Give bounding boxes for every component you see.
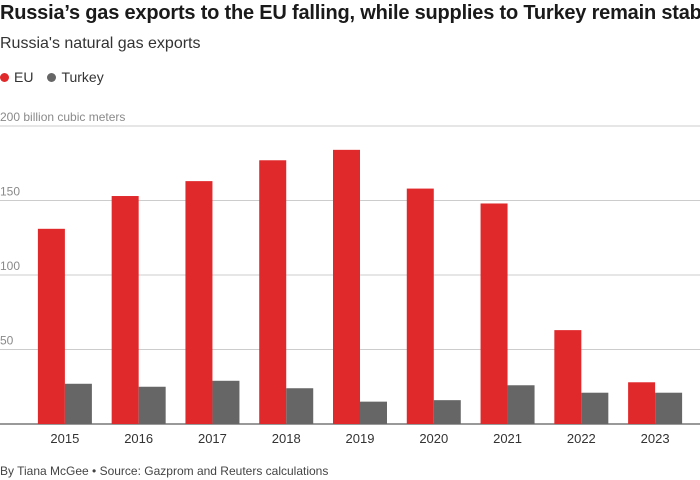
bar-eu-2016 [111, 196, 139, 424]
legend: EU Turkey [0, 69, 104, 85]
legend-label-eu: EU [14, 69, 34, 85]
bar-eu-2020 [406, 188, 434, 424]
chart-title: Russia’s gas exports to the EU falling, … [0, 2, 700, 24]
y-tick-label-50: 50 [0, 334, 14, 348]
x-tick-label-2019: 2019 [346, 431, 375, 446]
bar-turkey-2019 [360, 401, 387, 424]
legend-swatch-turkey [47, 72, 57, 82]
bar-eu-2018 [259, 160, 287, 424]
bar-turkey-2023 [655, 392, 683, 424]
x-tick-label-2016: 2016 [124, 431, 153, 446]
bar-eu-2022 [554, 330, 582, 424]
bar-turkey-2018 [286, 388, 314, 424]
y-tick-label-150: 150 [0, 185, 20, 199]
bar-eu-2019 [333, 149, 360, 424]
bar-eu-2021 [480, 203, 508, 424]
legend-item-turkey: Turkey [47, 69, 104, 85]
x-tick-label-2021: 2021 [493, 431, 522, 446]
x-tick-label-2022: 2022 [567, 431, 596, 446]
legend-label-turkey: Turkey [61, 69, 104, 85]
legend-item-eu: EU [0, 69, 33, 85]
bar-turkey-2022 [581, 392, 609, 424]
x-tick-label-2017: 2017 [198, 431, 227, 446]
legend-swatch-eu [0, 72, 9, 82]
bar-eu-2015 [37, 228, 65, 424]
x-tick-label-2018: 2018 [272, 431, 301, 446]
bar-turkey-2021 [507, 385, 535, 424]
y-tick-label-200: 200 billion cubic meters [0, 110, 125, 124]
x-tick-label-2015: 2015 [50, 431, 79, 446]
bar-turkey-2015 [64, 383, 92, 424]
bar-eu-2023 [628, 382, 656, 424]
x-tick-label-2020: 2020 [419, 431, 448, 446]
bar-turkey-2017 [212, 380, 240, 424]
bar-turkey-2020 [433, 400, 461, 424]
bar-eu-2017 [185, 181, 213, 424]
bar-turkey-2016 [138, 386, 166, 424]
chart-subtitle: Russia's natural gas exports [0, 35, 201, 52]
x-tick-label-2023: 2023 [641, 431, 670, 446]
y-tick-label-100: 100 [0, 259, 20, 273]
chart-footer: By Tiana McGee • Source: Gazprom and Reu… [0, 464, 329, 478]
